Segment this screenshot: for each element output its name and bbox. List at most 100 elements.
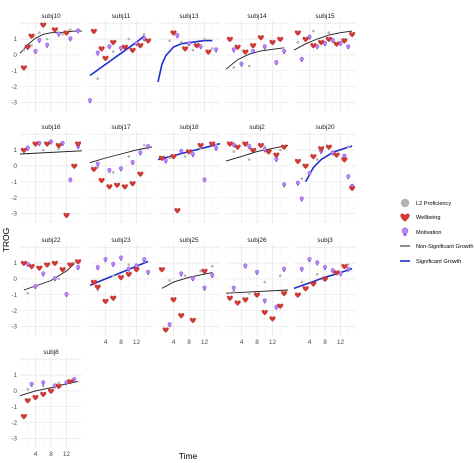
motivation-point [167,322,172,328]
motivation-point [64,291,69,298]
l2-proficiency-point [232,150,236,153]
panel-subj17: subj17 [89,124,153,223]
wellbeing-point [349,31,356,38]
non-significant-growth-line [23,263,75,291]
motivation-point [25,145,30,151]
legend-key-point [400,198,410,208]
panel-strip-label: subj25 [179,237,199,244]
motivation-point [107,44,112,50]
wellbeing-point [158,267,165,273]
motivation-point [111,261,116,267]
wellbeing-point [310,281,317,287]
wellbeing-point [281,144,288,150]
wellbeing-point [28,263,35,270]
wellbeing-point [20,413,27,420]
wellbeing-point [310,43,317,49]
l2-proficiency-point [210,264,214,268]
motivation-point [76,28,81,34]
non-significant-growth-line [89,146,153,164]
wellbeing-point [341,157,348,163]
wellbeing-point [234,300,241,306]
panel-subj16: subj16 -3 -2 -1 0 1 [11,124,83,223]
wellbeing-point [67,379,74,385]
motivation-point [48,139,54,145]
wellbeing-point [129,47,136,54]
legend-item-0: L2 Proficiency [400,198,451,208]
motivation-point [126,266,131,272]
panel-subj25: subj25 4 8 12 [158,237,220,346]
motivation-point [37,37,42,43]
l2-proficiency-point [168,279,171,282]
wellbeing-point [110,39,117,46]
motivation-point [179,148,184,154]
motivation-point [95,161,100,167]
wellbeing-point [36,265,43,271]
motivation-point [254,269,260,275]
x-tick-label: 12 [63,451,71,458]
wellbeing-point [250,43,257,49]
motivation-point [346,174,351,180]
x-tick-label: 4 [308,339,312,346]
wellbeing-point [302,286,309,292]
wellbeing-point [193,43,200,49]
wellbeing-point [20,65,27,71]
motivation-point [41,380,46,386]
x-tick-label: 4 [104,339,108,346]
l2-proficiency-point [22,48,26,52]
wellbeing-point [261,309,268,316]
x-tick-label: 8 [49,451,53,458]
wellbeing-point [325,144,332,150]
x-tick-label: 8 [187,339,191,346]
wellbeing-point [209,141,216,147]
significant-growth-line [157,39,213,83]
panel-subj14: subj14 [225,13,288,112]
panel-subj11: subj11 [87,13,152,112]
y-tick-label: 0 [13,52,17,59]
significant-growth-line [304,145,353,183]
l2-proficiency-point [210,47,214,50]
wellbeing-point [90,279,97,286]
l2-proficiency-point [247,158,251,161]
motivation-point [210,272,215,279]
y-tick-label: 1 [13,147,17,154]
wellbeing-point [242,297,249,303]
wellbeing-point [102,298,109,305]
y-tick-label: 1 [13,260,17,267]
panel-strip-label: subj10 [41,13,61,20]
wellbeing-point [59,267,66,273]
panel-strip-label: subj16 [41,124,61,131]
x-tick-label: 12 [201,339,209,346]
x-tick-label: 12 [269,339,277,346]
significant-growth-line [293,267,353,290]
wellbeing-point [302,36,309,43]
wellbeing-point [170,30,177,36]
panel-subj3: subj3 4 8 12 [293,237,356,346]
panel-subj18: subj18 [157,124,221,223]
motivation-point [239,61,244,67]
motivation-point [307,34,312,40]
l2-proficiency-point [41,148,45,152]
l2-proficiency-point [232,66,236,69]
panel-strip-label: subj14 [247,13,267,20]
motivation-point [251,48,256,55]
wellbeing-point [250,147,257,154]
l2-proficiency-point [30,44,33,47]
wellbeing-point [129,181,136,187]
l2-proficiency-point [278,274,282,278]
wellbeing-point [51,27,58,33]
motivation-point [29,381,34,387]
significant-growth-line [89,35,145,77]
motivation-point [146,269,151,275]
gridlines [20,244,82,336]
wellbeing-point [178,313,185,319]
legend-label: Significant Growth [416,259,461,265]
x-tick-label: 8 [323,339,327,346]
wellbeing-point [55,383,62,390]
motivation-point [295,180,300,186]
motivation-point [307,257,312,263]
l2-proficiency-point [247,64,251,68]
wellbeing-point [242,49,249,55]
motivation-point [190,276,195,282]
motivation-point [214,145,219,151]
